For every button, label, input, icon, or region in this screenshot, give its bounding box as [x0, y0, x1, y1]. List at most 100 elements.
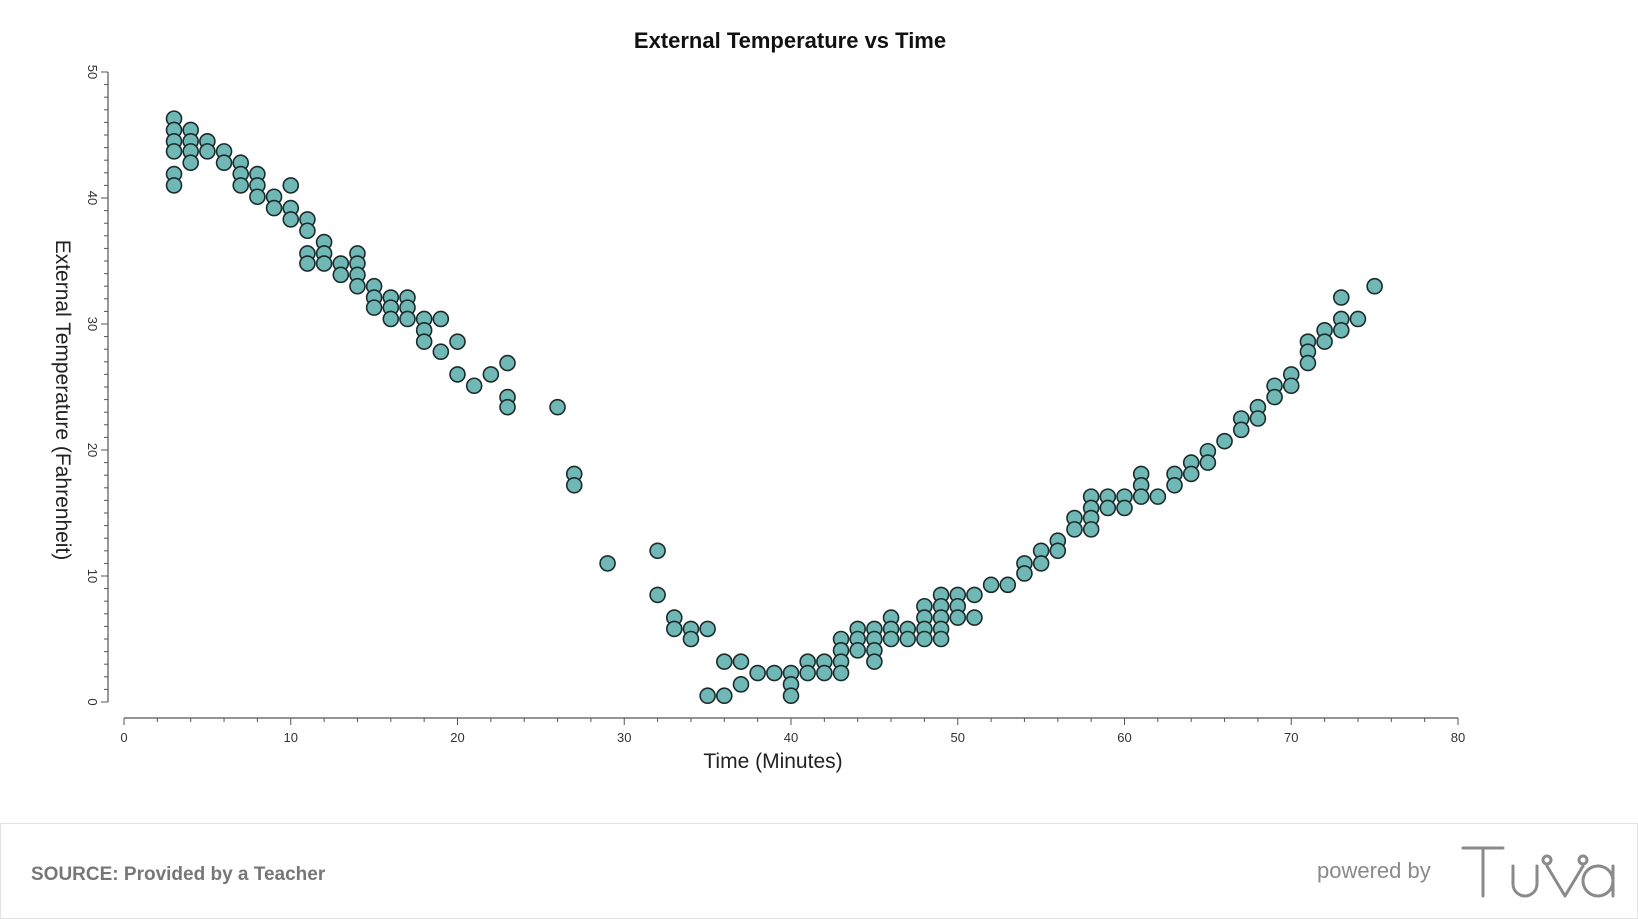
- x-tick-label: 40: [784, 730, 798, 745]
- data-point: [365, 299, 383, 316]
- data-point: [249, 188, 266, 206]
- y-tick-label: 30: [85, 317, 100, 331]
- data-point: [499, 398, 516, 416]
- data-point: [1266, 388, 1283, 406]
- data-point: [665, 620, 683, 638]
- y-axis-label: External Temperature (Fahrenheit): [51, 240, 74, 561]
- data-point: [982, 576, 1000, 594]
- data-point: [549, 398, 566, 416]
- source-citation: SOURCE: Provided by a Teacher: [31, 864, 325, 886]
- y-tick-label: 10: [85, 569, 100, 583]
- axes: 0 10 20 30 40 50 60 70 80 0 10 20 30 40 50: [85, 65, 1465, 745]
- data-point: [565, 476, 583, 494]
- y-tick-label: 40: [85, 191, 100, 205]
- source-text: Provided by a Teacher: [123, 864, 326, 885]
- data-point: [832, 664, 850, 682]
- data-point: [1332, 289, 1350, 306]
- data-point: [699, 620, 716, 638]
- powered-by-text: powered by: [1317, 858, 1431, 883]
- data-point: [866, 653, 883, 670]
- data-point: [165, 143, 183, 160]
- data-point: [449, 366, 466, 383]
- x-tick-label: 60: [1117, 730, 1131, 745]
- data-point: [1349, 310, 1367, 328]
- data-point: [849, 642, 867, 659]
- y-tick-label: 0: [85, 698, 100, 705]
- data-point: [199, 143, 216, 160]
- data-point: [282, 177, 300, 194]
- data-point: [432, 310, 450, 328]
- x-tick-label: 10: [284, 730, 298, 745]
- y-tick-label: 20: [85, 443, 100, 457]
- data-point: [1232, 421, 1250, 439]
- data-point: [966, 609, 983, 626]
- footer-bar: SOURCE: Provided by a Teacher powered by: [0, 823, 1638, 919]
- x-tick-label: 20: [450, 730, 464, 745]
- data-point: [432, 343, 450, 361]
- tuva-logo: [1461, 846, 1615, 898]
- x-tick-label: 80: [1451, 730, 1465, 745]
- data-point: [315, 255, 333, 272]
- data-point: [399, 310, 416, 328]
- data-point: [1082, 521, 1100, 538]
- data-point: [232, 177, 250, 194]
- data-point: [899, 630, 917, 648]
- data-point: [1132, 488, 1150, 505]
- data-point: [1366, 277, 1383, 295]
- data-point: [282, 211, 300, 228]
- data-point: [1099, 499, 1117, 517]
- data-point: [649, 586, 666, 604]
- data-point: [1016, 565, 1033, 582]
- chart-title: External Temperature vs Time: [634, 28, 946, 53]
- data-point: [682, 630, 700, 648]
- data-point: [732, 676, 750, 693]
- data-point: [265, 199, 283, 217]
- data-point: [349, 277, 366, 295]
- source-label: SOURCE:: [31, 864, 119, 885]
- data-point: [916, 630, 933, 648]
- data-point: [332, 266, 350, 284]
- data-point: [599, 555, 616, 572]
- data-point: [1049, 542, 1067, 560]
- data-point: [1332, 321, 1350, 339]
- data-point: [1066, 521, 1083, 538]
- data-point: [1316, 333, 1333, 350]
- data-point: [299, 255, 316, 272]
- data-point: [1032, 555, 1050, 572]
- data-point: [1182, 465, 1200, 483]
- data-point: [165, 177, 183, 194]
- data-point: [1282, 377, 1300, 395]
- data-point: [465, 377, 483, 395]
- data-point: [799, 664, 816, 682]
- data-point: [382, 310, 400, 328]
- data-point: [882, 630, 900, 648]
- data-point: [1149, 488, 1167, 505]
- data-point: [732, 653, 750, 670]
- data-point: [1299, 354, 1317, 372]
- scatter-chart: External Temperature vs Time 0 10 20 30 40 50…: [51, 28, 1465, 773]
- data-point: [766, 664, 783, 682]
- x-tick-label: 0: [120, 730, 127, 745]
- data-point: [1166, 476, 1183, 494]
- data-point: [182, 154, 199, 172]
- data-point: [699, 687, 716, 705]
- y-tick-label: 50: [85, 65, 100, 79]
- data-point: [1199, 454, 1217, 471]
- data-point: [949, 609, 967, 626]
- x-tick-label: 30: [617, 730, 631, 745]
- data-point: [749, 664, 766, 682]
- data-point: [816, 664, 833, 682]
- data-point: [499, 354, 516, 372]
- x-tick-label: 70: [1284, 730, 1298, 745]
- data-point: [715, 687, 733, 705]
- data-point: [299, 222, 316, 240]
- data-point: [415, 333, 433, 350]
- data-point: [1216, 432, 1233, 450]
- data-point: [215, 154, 233, 172]
- data-point: [1116, 499, 1133, 517]
- data-point: [1249, 410, 1267, 427]
- data-point: [449, 333, 466, 350]
- x-tick-label: 50: [951, 730, 965, 745]
- data-points: [165, 110, 1383, 705]
- data-point: [482, 366, 500, 383]
